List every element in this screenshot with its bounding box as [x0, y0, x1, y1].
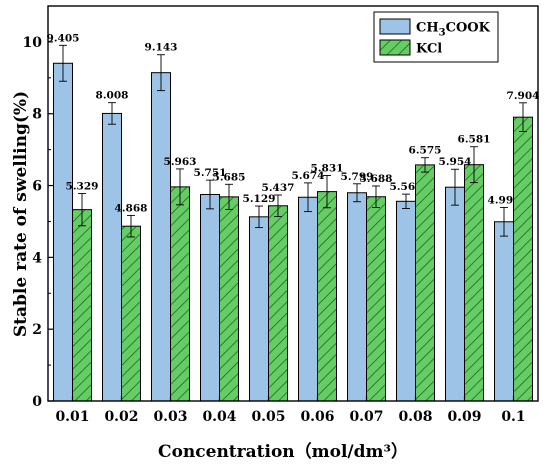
- bar: [102, 112, 122, 402]
- x-tick-label: 0.04: [202, 409, 236, 425]
- data-label: 7.904: [507, 90, 540, 102]
- data-label: 5.963: [164, 156, 197, 168]
- x-axis-title: Concentration（mol/dm³）: [158, 441, 408, 462]
- plot-frame: [47, 5, 539, 402]
- bar: [72, 209, 92, 402]
- plot-area: 9.405 8.008 9.143 5.751 5.129 5.674 5.799 5.561…: [47, 32, 540, 402]
- bar: [268, 205, 288, 402]
- data-label: 5.831: [311, 162, 344, 174]
- legend-label: CH3COOK: [416, 21, 491, 39]
- data-label: 5.751: [194, 167, 227, 179]
- data-label: 4.991: [488, 194, 521, 206]
- x-tick-label: 0.03: [153, 409, 187, 425]
- bar: [53, 62, 73, 402]
- data-label: 5.437: [262, 182, 295, 194]
- y-tick-label: 6: [32, 179, 42, 195]
- bar: [317, 191, 337, 402]
- x-tick-label: 0.02: [104, 409, 138, 425]
- y-tick-label: 2: [32, 322, 42, 338]
- x-tick-label: 0.08: [398, 409, 432, 425]
- y-tick-label: 8: [32, 107, 42, 123]
- bar: [347, 192, 367, 402]
- data-label: 6.581: [458, 134, 491, 146]
- bar: [464, 164, 484, 402]
- data-label: 5.954: [439, 156, 472, 168]
- bar: [219, 196, 239, 402]
- data-label: 5.129: [243, 193, 276, 205]
- data-label: 5.685: [213, 171, 246, 183]
- data-label: 9.405: [47, 32, 80, 44]
- bar: [494, 221, 514, 402]
- x-tick-label: 0.01: [55, 409, 89, 425]
- bar: [249, 216, 269, 402]
- y-tick-label: 4: [32, 250, 42, 266]
- y-axis-title: Stable rate of swelling(%): [11, 91, 31, 337]
- bar: [298, 196, 318, 402]
- bar: [151, 72, 171, 402]
- x-tick-label: 0.05: [251, 409, 285, 425]
- legend: CH3COOK KCl: [373, 11, 499, 63]
- bar: [396, 200, 416, 402]
- x-tick-label: 0.06: [300, 409, 334, 425]
- data-label: 5.688: [360, 173, 393, 185]
- data-label: 4.868: [115, 202, 148, 214]
- bar: [170, 186, 190, 402]
- data-label: 8.008: [96, 90, 129, 102]
- legend-swatch: [379, 39, 411, 56]
- bar: [366, 196, 386, 402]
- y-tick-label: 0: [32, 394, 42, 410]
- bar: [121, 225, 141, 402]
- bar: [513, 116, 533, 402]
- x-tick-label: 0.1: [501, 409, 525, 425]
- x-tick-label: 0.07: [349, 409, 383, 425]
- legend-label: KCl: [416, 42, 442, 57]
- bar: [415, 164, 435, 402]
- data-label: 5.329: [66, 180, 99, 192]
- data-label: 5.561: [390, 181, 423, 193]
- axes: 0 2 4 6 8 10 0.01 0.02 0.03 0.04 0.05 0.06 0.07 0.08 0…: [23, 5, 539, 425]
- bar: [445, 186, 465, 402]
- x-tick-label: 0.09: [447, 409, 481, 425]
- data-label: 5.674: [292, 170, 325, 182]
- bar: [200, 193, 220, 402]
- legend-swatch: [379, 18, 411, 35]
- data-label: 6.575: [409, 145, 442, 157]
- data-label: 9.143: [145, 42, 178, 54]
- y-tick-label: 10: [23, 35, 43, 51]
- data-label: 5.799: [341, 171, 374, 183]
